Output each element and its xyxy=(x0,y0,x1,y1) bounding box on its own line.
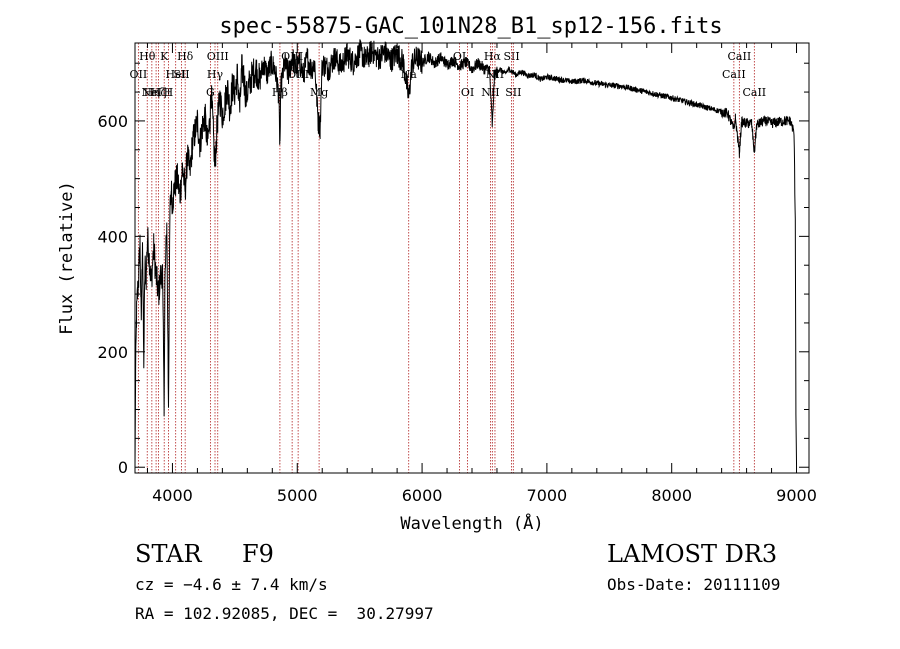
y-axis-label: Flux (relative) xyxy=(57,181,77,335)
x-tick-label: 4000 xyxy=(152,486,193,505)
x-tick-label: 8000 xyxy=(651,486,692,505)
x-axis-label: Wavelength (Å) xyxy=(400,512,543,534)
spectral-line-label: Hγ xyxy=(207,68,224,81)
x-tick-label: 6000 xyxy=(402,486,443,505)
spectral-line-label: CaII xyxy=(742,86,766,99)
spectrum-line xyxy=(134,38,797,468)
coordinates: RA = 102.92085, DEC = 30.27997 xyxy=(135,604,434,623)
spectral-line-label: NeIII xyxy=(142,86,171,99)
observation-date: Obs-Date: 20111109 xyxy=(607,575,781,594)
spectral-line-label: Mg xyxy=(310,86,328,99)
spectral-line-label: OII xyxy=(130,68,148,81)
spectral-subclass: F9 xyxy=(242,540,274,568)
chart-title: spec-55875-GAC_101N28_B1_sp12-156.fits xyxy=(219,14,722,39)
object-class: STAR xyxy=(135,540,202,568)
spectral-line-label: G xyxy=(206,86,215,99)
spectral-line-label: CaII xyxy=(728,50,752,63)
x-tick-label: 9000 xyxy=(776,486,817,505)
spectral-line-label: OI xyxy=(461,86,474,99)
spectral-line-label: SII xyxy=(505,86,521,99)
x-tick-label: 7000 xyxy=(527,486,568,505)
y-tick-label: 200 xyxy=(97,343,128,362)
spectral-line-label: Hζ xyxy=(151,86,167,99)
spectral-line-label: H xyxy=(164,86,174,99)
y-tick-label: 0 xyxy=(118,458,128,477)
spectral-line-label: K xyxy=(160,50,169,63)
survey-name: LAMOST DR3 xyxy=(607,540,778,568)
spectral-line-label: SII xyxy=(503,50,519,63)
y-tick-label: 400 xyxy=(97,227,128,246)
spectral-line-label: Hδ xyxy=(177,50,194,63)
spectral-line-label: Hθ xyxy=(139,50,156,63)
spectral-line-label: CaII xyxy=(722,68,746,81)
spectral-line-label: Hα xyxy=(484,50,502,63)
spectral-line-label: OIII xyxy=(207,50,229,63)
x-tick-label: 5000 xyxy=(277,486,318,505)
redshift-cz: cz = −4.6 ± 7.4 km/s xyxy=(135,575,328,594)
y-tick-label: 600 xyxy=(97,112,128,131)
spectral-line-label: Hβ xyxy=(272,86,288,99)
spectral-line-label: SII xyxy=(173,68,189,81)
spectral-line-label: HeI xyxy=(165,68,185,81)
